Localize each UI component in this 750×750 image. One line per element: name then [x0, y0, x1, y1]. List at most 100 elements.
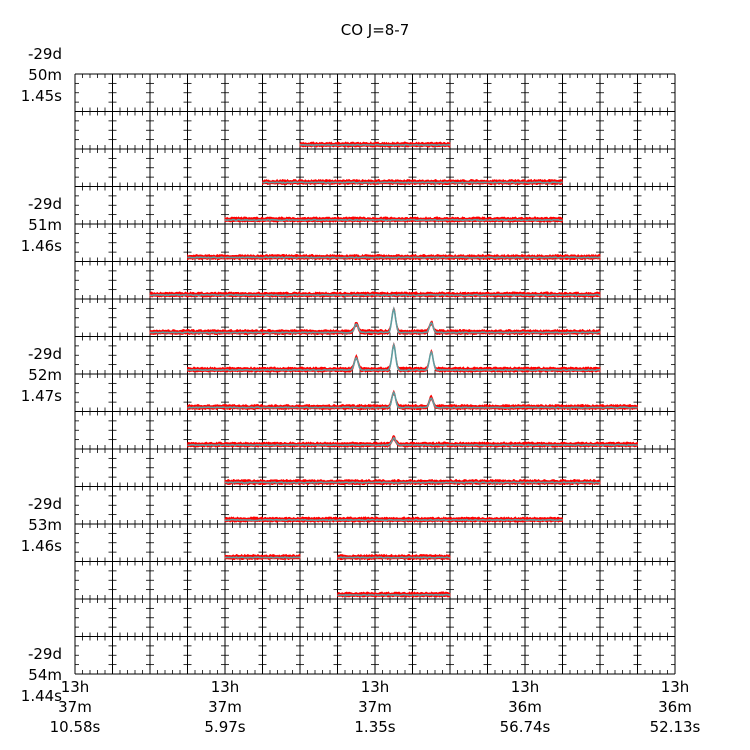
spectrum-model [337, 556, 376, 559]
ra-sec: 1.35s [354, 718, 396, 736]
spectrum-model [262, 406, 301, 409]
spectrum-model [562, 293, 601, 297]
spectrum-model [562, 406, 601, 409]
spectrum-model [487, 293, 526, 297]
spectrum-model [224, 368, 263, 372]
spectrum-model [224, 331, 263, 334]
spectrum-model [524, 181, 563, 184]
ra-min: 37m [58, 698, 92, 716]
spectrum-model [374, 256, 413, 259]
dec-min: 54m [28, 666, 62, 684]
spectrum-model [299, 331, 338, 334]
dec-tick-label: -29d 51m 1.46s [0, 194, 62, 257]
spectrum-model [524, 368, 563, 372]
ra-tick-label: 13h 36m 52.13s [635, 677, 715, 737]
spectrum-model [524, 518, 563, 522]
dec-min: 50m [28, 66, 62, 84]
dec-sec: 1.44s [20, 687, 62, 705]
ra-hour: 13h [510, 678, 540, 696]
spectrum-model [299, 143, 338, 147]
spectrum-model [524, 331, 563, 334]
spectrum-model [262, 256, 300, 259]
spectrum-model [374, 593, 413, 597]
dec-deg: -29d [27, 645, 62, 663]
ra-hour: 13h [60, 678, 90, 696]
dec-deg: -29d [27, 195, 62, 213]
spectrum-model [224, 481, 263, 484]
spectrum-model [487, 331, 526, 334]
spectrum-model [449, 218, 488, 222]
spectrum-model [299, 481, 338, 484]
spectrum-model [374, 342, 413, 372]
spectrum-model [187, 368, 226, 372]
dec-tick-label: -29d 54m 1.44s [0, 644, 62, 707]
ra-tick-label: 13h 37m 5.97s [185, 677, 265, 737]
spectrum-model [337, 293, 376, 297]
ra-tick-label: 13h 37m 10.58s [35, 677, 115, 737]
spectrum-model [374, 436, 413, 447]
spectrum-model [224, 518, 263, 522]
spectrum-model [599, 443, 638, 447]
spectrum-model [299, 218, 338, 222]
dec-sec: 1.46s [20, 537, 62, 555]
spectrum-model [487, 181, 526, 184]
dec-min: 52m [28, 366, 62, 384]
dec-min: 51m [28, 216, 62, 234]
spectrum-model [412, 143, 451, 147]
ra-hour: 13h [660, 678, 690, 696]
spectrum-model [487, 406, 526, 409]
ra-min: 37m [208, 698, 242, 716]
spectrum-model [562, 443, 601, 447]
spectrum-model [374, 181, 413, 184]
spectrum-model [262, 368, 301, 372]
ra-sec: 56.74s [499, 718, 551, 736]
spectrum-model [412, 443, 451, 447]
spectrum-model [187, 331, 225, 334]
spectrum-model [337, 518, 376, 522]
spectrum-model [262, 181, 300, 184]
spectrum-model [374, 518, 413, 522]
ra-sec: 5.97s [204, 718, 246, 736]
spectrum-model [337, 143, 376, 147]
ra-tick-label: 13h 36m 56.74s [485, 677, 565, 737]
ra-tick-label: 13h 37m 1.35s [335, 677, 415, 737]
spectrum-model [449, 406, 488, 409]
spectrum-model [412, 593, 450, 597]
spectrum-model [449, 256, 488, 259]
spectrum-model [337, 356, 376, 372]
spectrum-model [187, 406, 226, 409]
spectrum-model [412, 481, 451, 484]
spectrum-model [374, 218, 413, 222]
spectrum-model [449, 181, 488, 184]
dec-tick-label: -29d 53m 1.46s [0, 494, 62, 557]
spectrum-model [187, 293, 226, 297]
spectrum-model [299, 293, 338, 297]
spectrum-model [299, 368, 338, 372]
spectrum-model [599, 406, 638, 409]
spectrum-model [562, 331, 601, 334]
spectrum-model [412, 218, 451, 222]
spectrum-model [412, 293, 451, 297]
spectrum-model [300, 181, 338, 184]
spectrum-model [412, 181, 451, 184]
spectrum-model [299, 518, 338, 522]
spectrum-model [524, 481, 563, 484]
dec-deg: -29d [27, 45, 62, 63]
spectrum-model [374, 556, 413, 559]
spectrum-model [487, 256, 526, 259]
spectrum-model [374, 306, 413, 334]
spectrum-model [524, 256, 563, 259]
spectrum-model [449, 331, 488, 334]
spectrum-model [374, 481, 413, 484]
dec-min: 53m [28, 516, 62, 534]
spectrum-model [412, 350, 451, 372]
spectrum-model [524, 406, 563, 409]
spectrum-model [337, 322, 376, 334]
spectrum-model [224, 293, 263, 297]
spectrum-model [524, 218, 563, 222]
chart-title: CO J=8-7 [340, 21, 410, 39]
spectrum-model [262, 218, 300, 222]
spectrum-model [224, 443, 263, 447]
spectrum-model [562, 256, 601, 259]
spectrum-model [224, 406, 263, 409]
